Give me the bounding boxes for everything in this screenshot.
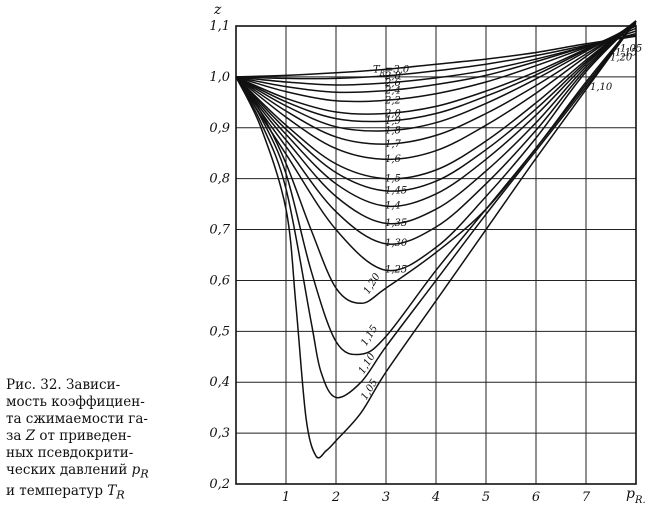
curve-label: 2,8 [384, 71, 401, 82]
isotherm-curve [235, 30, 637, 94]
x-tick-label: 6 [532, 490, 540, 505]
caption-sub-r: R [116, 488, 125, 502]
curve-label: 2,4 [384, 86, 401, 97]
curves-group [235, 20, 637, 459]
caption-line-1: Рис. 32. Зависи- [6, 377, 121, 393]
curve-label: 1,4 [385, 201, 401, 212]
isotherm-curve [235, 20, 637, 192]
y-tick-label: 0,9 [209, 121, 230, 136]
y-tick-label: 0,6 [209, 273, 230, 288]
curve-label: 1,25 [385, 264, 407, 275]
caption-var-p: p [131, 462, 141, 478]
y-tick-label: 0,3 [209, 426, 230, 441]
tick-labels: 0,2 0,3 0,4 0,5 0,6 0,7 0,8 0,9 1,0 1,1 1 2 3 4 5 6 7 [209, 19, 591, 505]
x-tick-label: 3 [382, 490, 390, 505]
isotherm-curve [235, 25, 637, 115]
isotherm-curve [235, 20, 637, 225]
isotherm-curve [235, 23, 637, 132]
x-tick-label: 2 [331, 490, 340, 505]
curve-label: 2,2 [384, 95, 401, 106]
isotherm-curve [235, 20, 637, 356]
x-tick-label: 7 [582, 490, 591, 505]
isotherm-curve [235, 20, 637, 208]
caption-text: и температур [6, 482, 108, 499]
caption-line-5: ных псевдокрити- [6, 445, 134, 461]
curve-label: 2,6 [384, 78, 402, 89]
y-tick-label: 0,7 [209, 223, 230, 238]
isotherm-curve [235, 20, 637, 180]
isotherm-curve [235, 27, 637, 103]
curve-label: TR=3,0 [373, 64, 410, 77]
y-tick-label: 1,1 [209, 19, 230, 34]
curve-label: 1,6 [385, 154, 402, 165]
caption-var-t: T [107, 482, 117, 499]
plot-frame [235, 25, 637, 485]
curve-label: 2,0 [384, 108, 402, 119]
curve-label: 1,15 [359, 324, 380, 349]
curve-label: 1,30 [385, 238, 408, 249]
y-tick-label: 0,5 [209, 324, 230, 339]
caption-sub-r: R [140, 467, 149, 481]
isotherm-curve [235, 22, 637, 145]
isotherm-curve [235, 24, 637, 123]
curve-label: 1,8 [385, 126, 401, 137]
y-tick-label: 1,0 [209, 70, 230, 85]
caption-text: ческих давлений [6, 462, 132, 478]
x-axis-label-sub: R. [634, 495, 646, 506]
curve-label-right: 1,10 [590, 82, 613, 93]
x-tick-label: 1 [282, 490, 290, 505]
caption-line-6: ческих давлений pR [6, 462, 198, 483]
isotherm-curve [235, 21, 637, 161]
caption-line-4: за Z от приведен- [6, 428, 198, 445]
caption-text: от приведен- [35, 428, 132, 444]
caption-var-z: Z [25, 428, 36, 444]
y-tick-label: 0,2 [209, 477, 230, 492]
curve-label: 1,35 [385, 218, 407, 229]
y-axis-label: z [213, 2, 222, 18]
x-axis-label: pR. [626, 486, 646, 506]
isotherm-curve [235, 20, 637, 272]
curve-label: 1,9 [385, 116, 402, 127]
curve-label-right: 1,15 [615, 48, 637, 59]
isotherm-curve [235, 35, 637, 78]
axis-labels: z pR. [213, 2, 646, 506]
y-tick-label: 0,4 [209, 375, 230, 390]
figure-caption: Рис. 32. Зависи- мость коэффициен- та сж… [6, 377, 198, 503]
x-tick-label: 5 [482, 490, 490, 505]
x-tick-label: 4 [431, 490, 440, 505]
curve-labels: TR=3,02,82,62,42,2 2,01,91,8 1,7 1,6 1,5 1,45… [357, 43, 643, 402]
curve-label-right: 1,05 [620, 43, 642, 54]
curve-label: 1,7 [385, 139, 402, 150]
y-tick-label: 0,8 [209, 172, 230, 187]
isotherm-curve [235, 20, 637, 245]
x-axis-label-main: p [626, 486, 635, 502]
caption-text: за [6, 428, 26, 444]
curve-label: 1,45 [385, 186, 407, 197]
curve-label-right: 1,20 [610, 53, 633, 64]
caption-line-2: мость коэффициен- [6, 394, 145, 410]
caption-line-3: та сжимаемости га- [6, 411, 148, 427]
isotherm-curve [235, 20, 637, 399]
isotherm-curve [235, 34, 637, 80]
caption-line-7: и температур TR [6, 483, 198, 504]
curve-label: 1,5 [385, 173, 401, 184]
isotherm-curve [235, 20, 637, 459]
